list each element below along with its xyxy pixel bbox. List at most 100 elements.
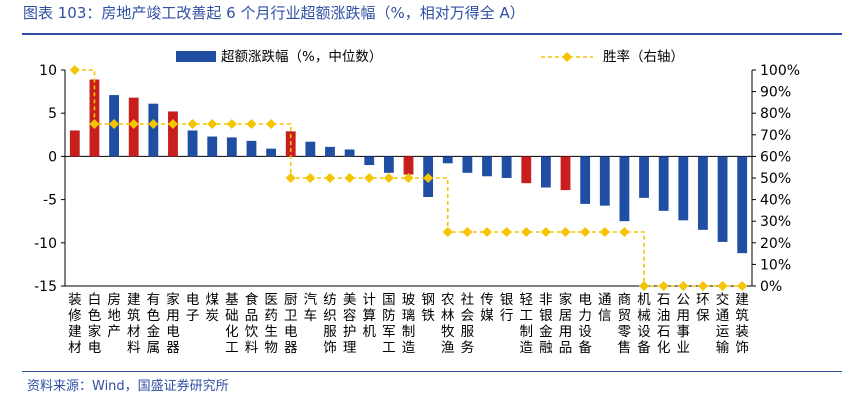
category-label: 国防军工 (382, 292, 396, 356)
right-tick-label: 60% (760, 149, 791, 165)
win-rate-point (187, 119, 198, 129)
right-tick-label: 70% (760, 128, 791, 144)
category-label: 农林牧渔 (441, 292, 455, 356)
win-rate-point (266, 119, 277, 129)
bar (678, 156, 689, 221)
win-rate-point (482, 227, 493, 237)
win-rate-point (226, 119, 237, 129)
right-tick-label: 20% (760, 236, 791, 252)
win-rate-point (364, 173, 375, 183)
category-label: 纺织服饰 (323, 292, 337, 356)
win-rate-point (599, 227, 610, 237)
legend-bar-label: 超额涨跌幅（%，中位数） (221, 49, 382, 65)
bar (442, 156, 453, 164)
win-rate-point (148, 119, 159, 129)
win-rate-point (89, 119, 100, 129)
win-rate-point (109, 119, 120, 129)
category-label: 机械设备 (637, 292, 651, 356)
category-label: 银行 (500, 292, 514, 324)
category-label: 装修建材 (68, 292, 82, 356)
win-rate-point (128, 119, 139, 129)
bar (69, 130, 80, 157)
category-label: 厨卫电器 (284, 292, 298, 356)
category-label: 医药生物 (264, 292, 278, 356)
category-label: 非银金融 (539, 292, 553, 356)
bar (148, 103, 159, 157)
win-rate-point (540, 227, 551, 237)
bar (89, 79, 100, 157)
category-label: 电子 (186, 292, 200, 324)
category-label: 有色金属 (147, 292, 161, 356)
bar (246, 140, 257, 157)
left-tick-label: -10 (34, 236, 57, 252)
category-label: 传媒 (480, 292, 494, 324)
win-rate-point (658, 281, 669, 291)
category-label: 白色家电 (88, 292, 102, 356)
left-tick-label: -15 (34, 279, 57, 295)
win-rate-point (560, 227, 571, 237)
category-label: 交通运输 (716, 291, 730, 356)
bar (226, 137, 237, 157)
bar (266, 148, 277, 157)
left-tick-label: 0 (48, 149, 57, 165)
bar (619, 156, 630, 222)
win-rate-point (305, 173, 316, 183)
bar (305, 141, 316, 157)
win-rate-point (69, 65, 80, 75)
left-tick-label: 10 (39, 63, 57, 79)
category-label: 计算机 (362, 292, 376, 340)
left-tick-label: -5 (43, 193, 57, 209)
category-label: 煤炭 (205, 292, 219, 324)
win-rate-point (501, 227, 512, 237)
right-tick-label: 100% (760, 63, 800, 79)
bar (187, 130, 198, 157)
right-tick-label: 30% (760, 214, 791, 230)
win-rate-point (207, 119, 218, 129)
source-rule (22, 371, 842, 372)
win-rate-point (678, 281, 689, 291)
bar (639, 156, 649, 198)
category-label: 食品饮料 (245, 291, 259, 356)
category-label: 钢铁 (421, 292, 435, 324)
category-label: 社会服务 (461, 292, 475, 356)
category-label: 美容护理 (343, 292, 357, 356)
bar (521, 156, 532, 184)
bar (540, 156, 551, 188)
category-label: 商贸零售 (618, 292, 632, 356)
win-rate-point (521, 227, 532, 237)
win-rate-point (246, 119, 257, 129)
category-label: 玻璃制造 (402, 292, 416, 356)
category-label: 轻工制造 (520, 292, 534, 356)
category-label: 建筑材料 (127, 292, 141, 356)
title-rule (22, 33, 842, 35)
category-label: 基础化工 (225, 291, 239, 356)
bar (364, 156, 375, 166)
legend-line-marker (562, 52, 572, 62)
right-tick-label: 10% (760, 257, 791, 273)
win-rate-point (442, 227, 453, 237)
bar (403, 156, 414, 175)
win-rate-point (324, 173, 335, 183)
right-tick-label: 50% (760, 171, 791, 187)
category-label: 环保 (696, 292, 710, 324)
bar (737, 156, 748, 254)
right-tick-label: 90% (760, 85, 791, 101)
win-rate-point (580, 227, 591, 237)
bar (560, 156, 571, 191)
right-tick-label: 80% (760, 106, 791, 122)
win-rate-point (167, 119, 178, 129)
bar (207, 136, 218, 157)
category-label: 通信 (598, 292, 612, 324)
win-rate-point (285, 173, 296, 183)
category-label: 家用电器 (166, 291, 180, 356)
bar (658, 156, 669, 211)
bar (717, 156, 728, 242)
right-tick-label: 0% (760, 279, 782, 295)
win-rate-point (383, 173, 394, 183)
win-rate-point (344, 173, 355, 183)
win-rate-point (639, 281, 650, 291)
right-tick-label: 40% (760, 193, 791, 209)
category-label: 石油石化 (657, 292, 671, 356)
bar (383, 156, 394, 173)
